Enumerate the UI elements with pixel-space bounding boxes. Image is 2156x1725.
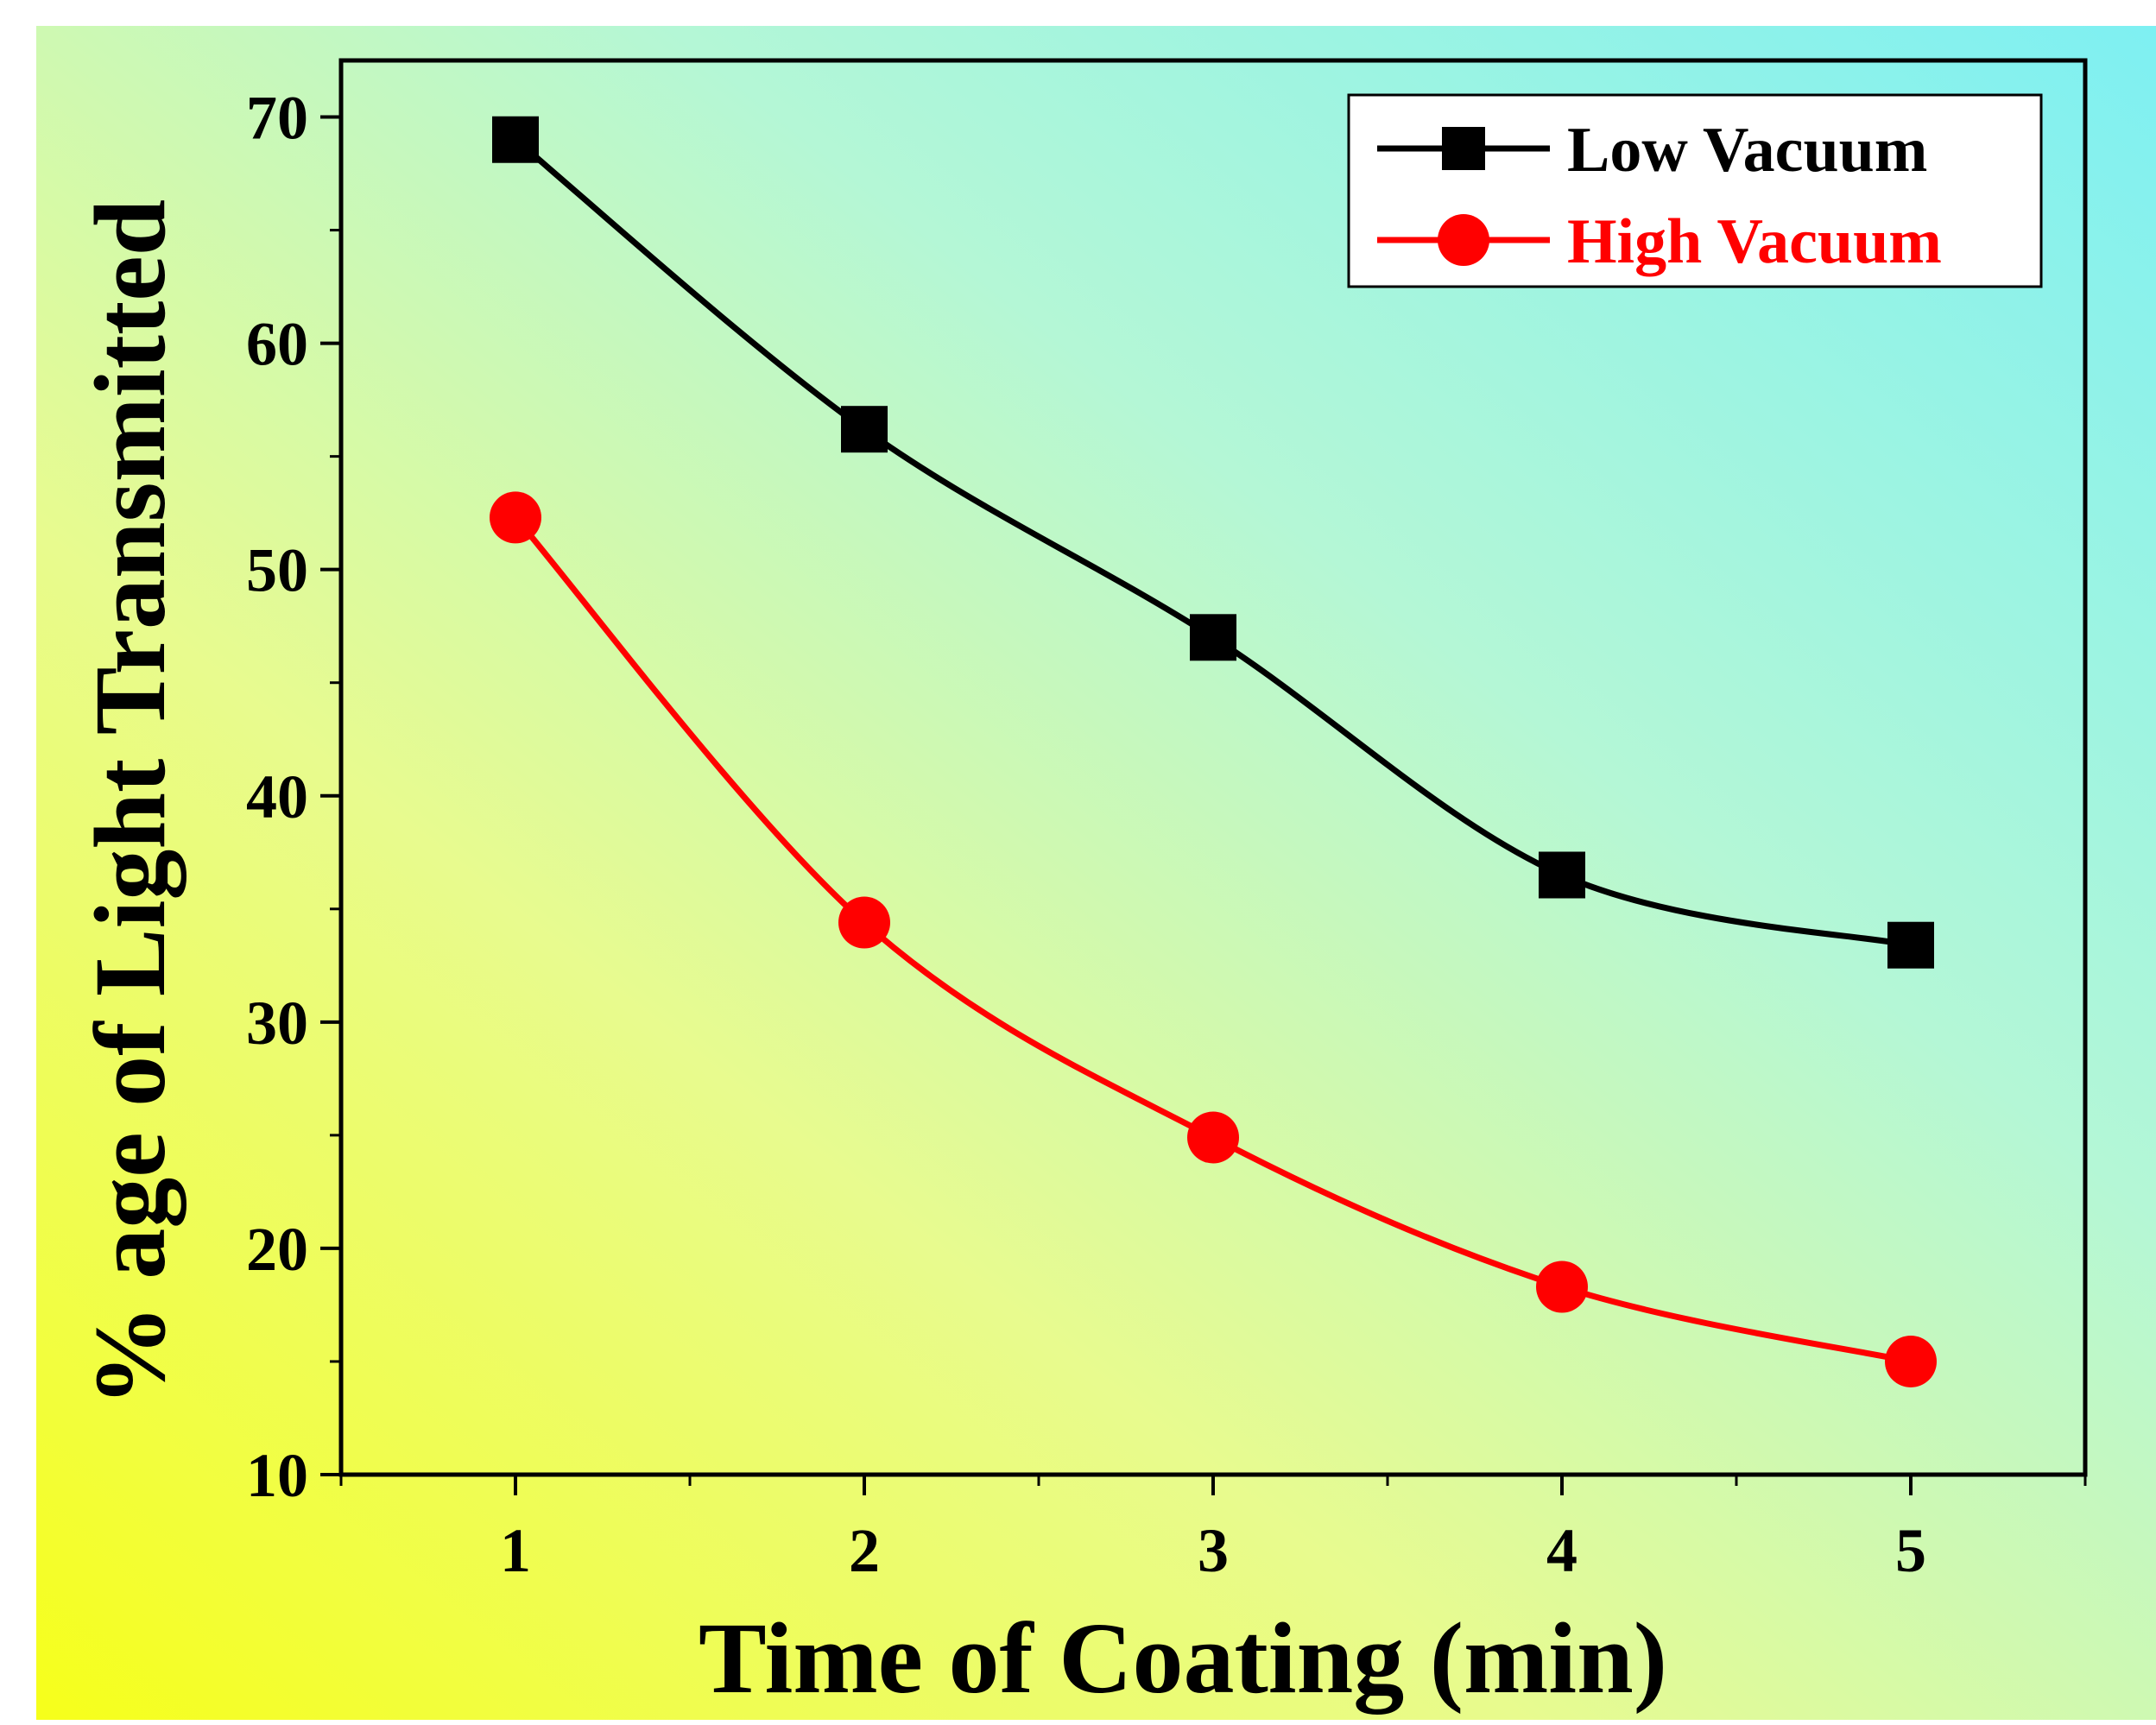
data-point-high-vacuum (838, 896, 890, 949)
x-tick-label: 4 (1546, 1516, 1577, 1585)
data-point-high-vacuum (490, 491, 541, 544)
legend-label-high-vacuum: High Vacuum (1567, 206, 1942, 277)
legend-marker-high-vacuum (1438, 214, 1489, 266)
legend-marker-low-vacuum (1442, 127, 1485, 170)
data-point-low-vacuum (492, 116, 539, 163)
y-tick-label: 20 (246, 1215, 308, 1284)
legend: Low Vacuum High Vacuum (1347, 93, 2043, 288)
data-point-low-vacuum (1887, 921, 1934, 969)
y-tick-label: 50 (246, 536, 308, 605)
data-point-high-vacuum (1187, 1111, 1239, 1164)
y-tick-label: 30 (246, 989, 308, 1058)
series-line-high-vacuum (512, 514, 1914, 1365)
x-axis-title: Time of Coating (min) (699, 1602, 1667, 1715)
y-tick-label: 40 (246, 762, 308, 831)
y-axis-title: % age of Light Transmitted (73, 199, 187, 1406)
x-tick-label: 5 (1895, 1516, 1926, 1585)
chart-background (36, 26, 2156, 1720)
data-point-low-vacuum (1539, 851, 1585, 899)
legend-label-low-vacuum: Low Vacuum (1567, 115, 1927, 186)
x-tick-label: 2 (849, 1516, 880, 1585)
x-tick-label: 3 (1198, 1516, 1229, 1585)
data-point-high-vacuum (1536, 1261, 1588, 1313)
y-tick-label: 10 (246, 1441, 308, 1510)
data-point-high-vacuum (1885, 1335, 1937, 1387)
y-tick-label: 60 (246, 310, 308, 379)
data-point-low-vacuum (1190, 614, 1236, 661)
y-tick-label: 70 (246, 84, 308, 153)
x-tick-label: 1 (500, 1516, 531, 1585)
data-point-low-vacuum (841, 406, 888, 453)
